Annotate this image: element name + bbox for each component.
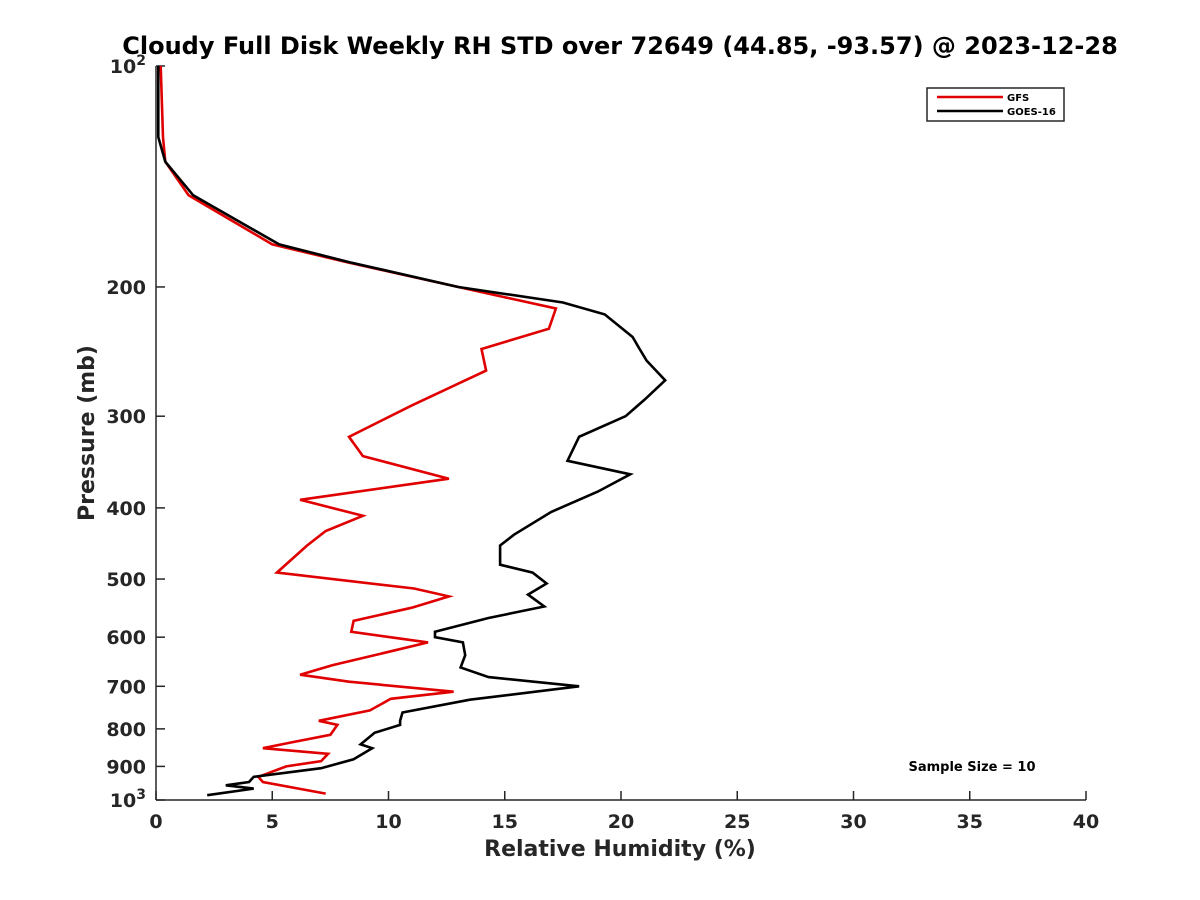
- y-tick-label: 600: [106, 627, 146, 649]
- y-tick-label-base: 10: [110, 56, 136, 78]
- y-tick-label-base: 700: [106, 676, 146, 698]
- x-tick-label: 15: [492, 811, 518, 833]
- legend: GFS GOES-16: [926, 87, 1065, 122]
- y-tick-label-base: 10: [110, 790, 136, 812]
- sample-size-annotation: Sample Size = 10: [908, 760, 1035, 775]
- x-axis-label: Relative Humidity (%): [484, 837, 756, 862]
- y-tick-label-base: 400: [106, 498, 146, 520]
- plot-area: 0 5 10 15 20 25 30 35 40 10220030040050060070080…: [106, 53, 1099, 833]
- y-tick-label: 200: [106, 277, 146, 299]
- x-ticks: 0 5 10 15 20 25 30 35 40: [149, 791, 1099, 833]
- x-tick-label: 30: [840, 811, 866, 833]
- series-line-goes-16: [157, 66, 668, 797]
- x-tick-label: 20: [608, 811, 634, 833]
- legend-label-gfs: GFS: [1007, 93, 1029, 104]
- y-tick-label: 103: [110, 787, 146, 812]
- series-lines: [157, 65, 668, 797]
- x-tick-label: 0: [149, 811, 162, 833]
- legend-label-goes-16: GOES-16: [1007, 107, 1056, 118]
- y-tick-label-base: 500: [106, 569, 146, 591]
- x-tick-label: 10: [375, 811, 401, 833]
- y-axis-label: Pressure (mb): [75, 345, 100, 521]
- x-tick-label: 40: [1073, 811, 1099, 833]
- y-tick-label-base: 800: [106, 719, 146, 741]
- chart-title: Cloudy Full Disk Weekly RH STD over 7264…: [122, 32, 1118, 60]
- y-tick-label-base: 200: [106, 277, 146, 299]
- y-tick-label-base: 600: [106, 627, 146, 649]
- y-tick-label-base: 900: [106, 756, 146, 778]
- y-tick-label-exponent: 2: [136, 53, 146, 69]
- y-tick-label: 800: [106, 719, 146, 741]
- y-tick-label: 500: [106, 569, 146, 591]
- y-tick-label: 300: [106, 406, 146, 428]
- y-tick-label: 400: [106, 498, 146, 520]
- y-tick-label: 900: [106, 756, 146, 778]
- x-tick-label: 35: [957, 811, 983, 833]
- y-tick-label-base: 300: [106, 406, 146, 428]
- y-tick-label: 700: [106, 676, 146, 698]
- legend-box: [926, 87, 1065, 122]
- x-tick-label: 5: [266, 811, 279, 833]
- x-tick-label: 25: [724, 811, 750, 833]
- series-line-gfs: [159, 65, 558, 795]
- y-tick-label: 102: [110, 53, 146, 78]
- y-tick-label-exponent: 3: [136, 787, 146, 803]
